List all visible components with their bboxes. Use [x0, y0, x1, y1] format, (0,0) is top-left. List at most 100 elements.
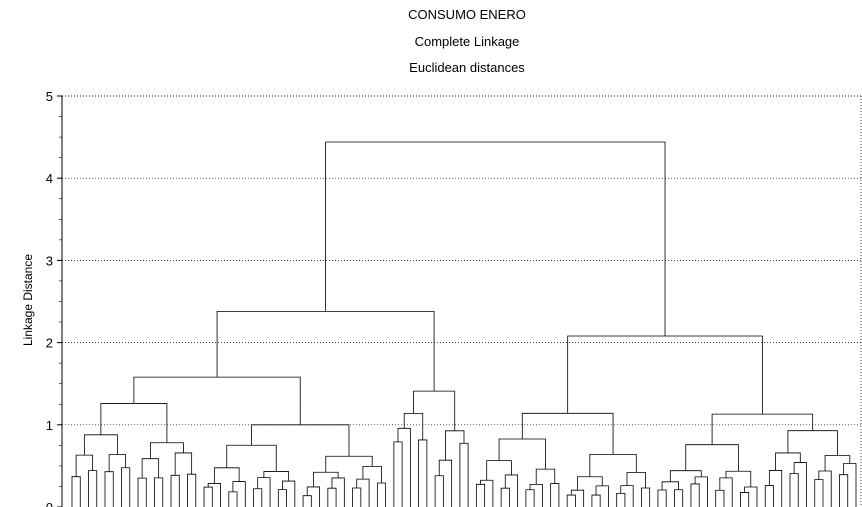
dendrogram-link [207, 483, 221, 507]
dendrogram-link [445, 430, 465, 461]
dendrogram-link [216, 310, 435, 392]
dendrogram-link [669, 470, 702, 482]
chart-subtitle-linkage: Complete Linkage [414, 34, 520, 49]
dendrogram-link [100, 403, 168, 443]
dendrogram-link [356, 478, 370, 507]
dendrogram-link [174, 452, 193, 476]
dendrogram-link [108, 454, 127, 472]
y-tick-label: 5 [46, 89, 53, 104]
dendrogram-link [312, 471, 339, 487]
dendrogram-link [71, 476, 81, 507]
dendrogram-link [306, 486, 320, 507]
y-tick-label: 0 [46, 500, 53, 507]
dendrogram-link [203, 486, 213, 507]
dendrogram-link [620, 485, 634, 507]
dendrogram-link [764, 485, 774, 507]
dendrogram-link [251, 424, 350, 457]
dendrogram-link [228, 491, 238, 507]
dendrogram-link [121, 467, 131, 507]
dendrogram-link [570, 489, 585, 507]
dendrogram-link [744, 486, 758, 507]
dendrogram-link [393, 441, 403, 507]
dendrogram-link [362, 465, 382, 484]
dendrogram-link [711, 413, 814, 445]
dendrogram-link [434, 475, 444, 507]
dendrogram-link [498, 438, 546, 470]
dendrogram-link [657, 489, 667, 507]
dendrogram-link [88, 470, 98, 507]
dendrogram-link [226, 444, 277, 472]
dendrogram-link [137, 477, 147, 507]
dendrogram-link [566, 494, 576, 507]
dendrogram-link [740, 492, 750, 507]
dendrogram-link [839, 474, 849, 507]
dendrogram-link [376, 482, 386, 507]
dendrogram-link [257, 477, 271, 507]
dendrogram-link [170, 474, 180, 507]
dendrogram-link [232, 481, 246, 507]
dendrogram-link [459, 442, 469, 507]
dendrogram-link [661, 481, 679, 491]
dendrogram-link [150, 442, 184, 459]
dendrogram-link [500, 487, 510, 507]
dendrogram-link [589, 454, 637, 477]
dendrogram-link [154, 477, 164, 507]
dendrogram-link [843, 462, 857, 507]
dendrogram-link [331, 477, 345, 507]
dendrogram-link [403, 413, 424, 440]
dendrogram-links [71, 141, 857, 507]
dendrogram-link [674, 489, 684, 507]
dendrogram-link [418, 439, 428, 507]
dendrogram-link [438, 459, 453, 507]
dendrogram-link [641, 487, 651, 507]
dendrogram-link [486, 460, 512, 481]
dendrogram-link [504, 474, 519, 507]
dendrogram-link [567, 335, 763, 415]
dendrogram-link [325, 455, 373, 473]
dendrogram-link [263, 471, 290, 482]
dendrogram-link [282, 480, 296, 507]
dendrogram-link [535, 468, 556, 485]
dendrogram-link [595, 485, 609, 507]
dendrogram-link [352, 487, 362, 507]
dendrogram-link [814, 479, 824, 507]
dendrogram-link [302, 495, 312, 507]
dendrogram-link [725, 470, 752, 488]
dendrogram-link [626, 472, 646, 488]
dendrogram-link [104, 471, 114, 507]
dendrogram-link [521, 412, 614, 455]
dendrogram-link [616, 492, 626, 507]
dendrogram-link [325, 141, 666, 337]
dendrogram-link [277, 489, 287, 507]
dendrogram-link [818, 470, 832, 507]
dendrogram-link [475, 483, 486, 507]
dendrogram-link [213, 467, 240, 484]
dendrogram-link [327, 487, 337, 507]
dendrogram-link [793, 462, 807, 507]
dendrogram-link [694, 476, 708, 507]
dendrogram-link [768, 470, 783, 507]
dendrogram-link [253, 488, 263, 507]
dendrogram-link [75, 454, 94, 477]
chart-title: CONSUMO ENERO [408, 7, 526, 22]
dendrogram-link [529, 483, 543, 507]
dendrogram-link [685, 444, 739, 472]
dendrogram-link [591, 494, 601, 507]
dendrogram-link [141, 458, 160, 479]
dendrogram-link [715, 489, 725, 507]
y-tick-label: 3 [46, 253, 53, 268]
dendrogram-link [719, 477, 733, 507]
axes: 0 1 2 3 4 5 [46, 89, 862, 507]
dendrogram-link [789, 473, 799, 507]
dendrogram-link [397, 427, 411, 507]
gridlines [62, 95, 861, 426]
y-tick-label: 1 [46, 418, 53, 433]
dendrogram-link [690, 483, 700, 507]
dendrogram-link [577, 476, 603, 491]
dendrogram-link [525, 489, 535, 507]
dendrogram-link [550, 483, 560, 507]
y-axis-label: Linkage Distance [21, 254, 35, 346]
dendrogram-link [133, 376, 301, 425]
chart-subtitle-distance: Euclidean distances [409, 60, 525, 75]
